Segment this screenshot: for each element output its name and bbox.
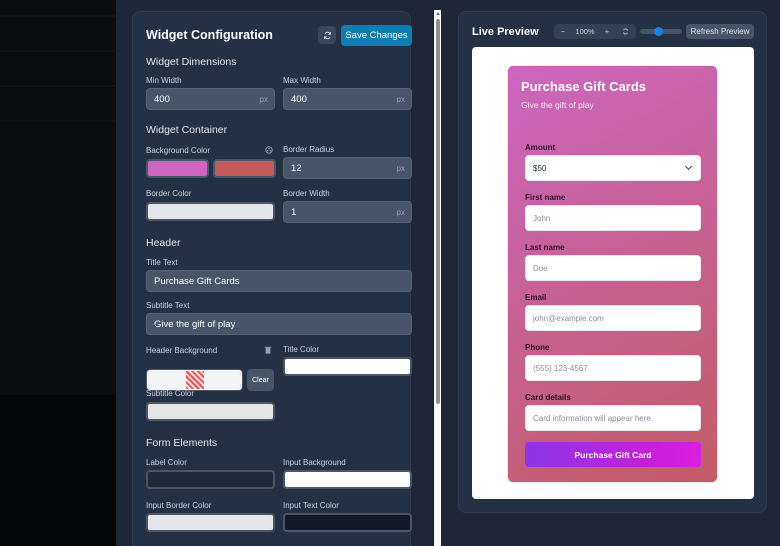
config-panel: Widget Configuration Save Changes Widget… xyxy=(132,11,412,546)
input-text-label: Input Text Color xyxy=(283,501,339,510)
border-radius-input[interactable]: 12 px xyxy=(283,157,412,179)
label-color-label: Label Color xyxy=(146,458,187,467)
zoom-in-button[interactable]: + xyxy=(604,27,610,36)
config-column: Widget Configuration Save Changes Widget… xyxy=(116,0,432,546)
title-color-swatch[interactable] xyxy=(283,357,412,376)
config-scrollbar[interactable] xyxy=(433,10,441,546)
input-text-swatch[interactable] xyxy=(283,513,412,532)
panel-title: Widget Configuration xyxy=(146,28,273,42)
max-width-input[interactable]: 400 px xyxy=(283,88,412,110)
bg-color-label: Background Color xyxy=(146,146,211,155)
subtitle-text-label: Subtitle Text xyxy=(146,301,190,310)
last-name-label: Last name xyxy=(525,243,565,252)
email-input[interactable]: john@example.com xyxy=(525,305,701,331)
max-width-value: 400 xyxy=(291,93,307,105)
scroll-up-icon[interactable] xyxy=(436,12,440,15)
min-width-value: 400 xyxy=(154,93,170,105)
subtitle-text-value: Give the gift of play xyxy=(154,318,236,330)
subtitle-color-label: Subtitle Color xyxy=(146,389,195,398)
section-title-container: Widget Container xyxy=(146,124,228,136)
title-text-input[interactable]: Purchase Gift Cards xyxy=(146,270,412,292)
title-color-label: Title Color xyxy=(283,345,320,354)
refresh-icon xyxy=(323,31,331,39)
background-void xyxy=(0,0,116,546)
email-label: Email xyxy=(525,293,547,302)
input-border-swatch[interactable] xyxy=(146,513,275,532)
preview-title: Live Preview xyxy=(472,26,539,38)
max-width-label: Max Width xyxy=(283,76,321,85)
section-title-dimensions: Widget Dimensions xyxy=(146,56,237,68)
amount-label: Amount xyxy=(525,143,556,152)
reset-button[interactable] xyxy=(318,26,336,44)
save-button[interactable]: Save Changes xyxy=(341,25,412,46)
amount-select[interactable]: $50 xyxy=(525,155,701,181)
subtitle-text-input[interactable]: Give the gift of play xyxy=(146,313,412,335)
palette-icon[interactable] xyxy=(265,146,273,154)
first-name-label: First name xyxy=(525,193,566,202)
border-width-label: Border Width xyxy=(283,189,330,198)
card-details-label: Card details xyxy=(525,393,571,402)
slider-knob[interactable] xyxy=(654,26,663,36)
reset-zoom-button[interactable] xyxy=(616,28,634,35)
title-text-label: Title Text xyxy=(146,258,178,267)
transparent-pattern-icon xyxy=(185,371,204,389)
widget-title: Purchase Gift Cards xyxy=(521,79,646,94)
purchase-button[interactable]: Purchase Gift Card xyxy=(525,442,701,467)
section-title-header: Header xyxy=(146,237,181,249)
border-color-label: Border Color xyxy=(146,189,192,198)
header-bg-swatch[interactable] xyxy=(146,369,243,391)
min-width-input[interactable]: 400 px xyxy=(146,88,275,110)
unit-label: px xyxy=(259,94,268,104)
refresh-preview-button[interactable]: Refresh Preview xyxy=(686,24,754,39)
chevron-down-icon xyxy=(684,162,693,171)
bg-color-swatch-1[interactable] xyxy=(146,159,209,178)
widget-subtitle: Give the gift of play xyxy=(521,100,594,110)
phone-input[interactable]: (555) 123-4567 xyxy=(525,355,701,381)
amount-value: $50 xyxy=(533,163,547,173)
phone-label: Phone xyxy=(525,343,550,352)
unit-label: px xyxy=(396,207,405,217)
min-width-label: Min Width xyxy=(146,76,182,85)
header-bg-label: Header Background xyxy=(146,346,218,355)
zoom-slider[interactable] xyxy=(640,26,682,36)
label-color-swatch[interactable] xyxy=(146,470,275,489)
clear-button[interactable]: Clear xyxy=(247,369,274,391)
preview-canvas: Purchase Gift Cards Give the gift of pla… xyxy=(472,47,754,499)
preview-panel: Live Preview − 100% + Refresh Preview Pu… xyxy=(458,11,767,513)
subtitle-color-swatch[interactable] xyxy=(146,402,275,421)
zoom-out-button[interactable]: − xyxy=(560,27,566,36)
trash-icon[interactable] xyxy=(264,346,272,354)
gift-card-widget: Purchase Gift Cards Give the gift of pla… xyxy=(507,65,718,483)
input-bg-label: Input Background xyxy=(283,458,346,467)
zoom-level: 100% xyxy=(575,27,595,36)
border-radius-value: 12 xyxy=(291,162,302,174)
last-name-input[interactable]: Doe xyxy=(525,255,701,281)
border-color-swatch[interactable] xyxy=(146,202,275,221)
scroll-thumb[interactable] xyxy=(436,19,440,404)
unit-label: px xyxy=(396,163,405,173)
card-details-input[interactable]: Card information will appear here xyxy=(525,405,701,431)
section-title-form: Form Elements xyxy=(146,437,218,449)
border-width-input[interactable]: 1 px xyxy=(283,201,412,223)
bg-color-swatch-2[interactable] xyxy=(213,159,276,178)
title-text-value: Purchase Gift Cards xyxy=(154,275,240,287)
refresh-icon xyxy=(622,28,628,35)
border-width-value: 1 xyxy=(291,206,297,218)
input-border-label: Input Border Color xyxy=(146,501,212,510)
first-name-input[interactable]: John xyxy=(525,205,701,231)
unit-label: px xyxy=(396,94,405,104)
border-radius-label: Border Radius xyxy=(283,145,335,154)
input-bg-swatch[interactable] xyxy=(283,470,412,489)
zoom-controls: − 100% + xyxy=(554,24,636,39)
